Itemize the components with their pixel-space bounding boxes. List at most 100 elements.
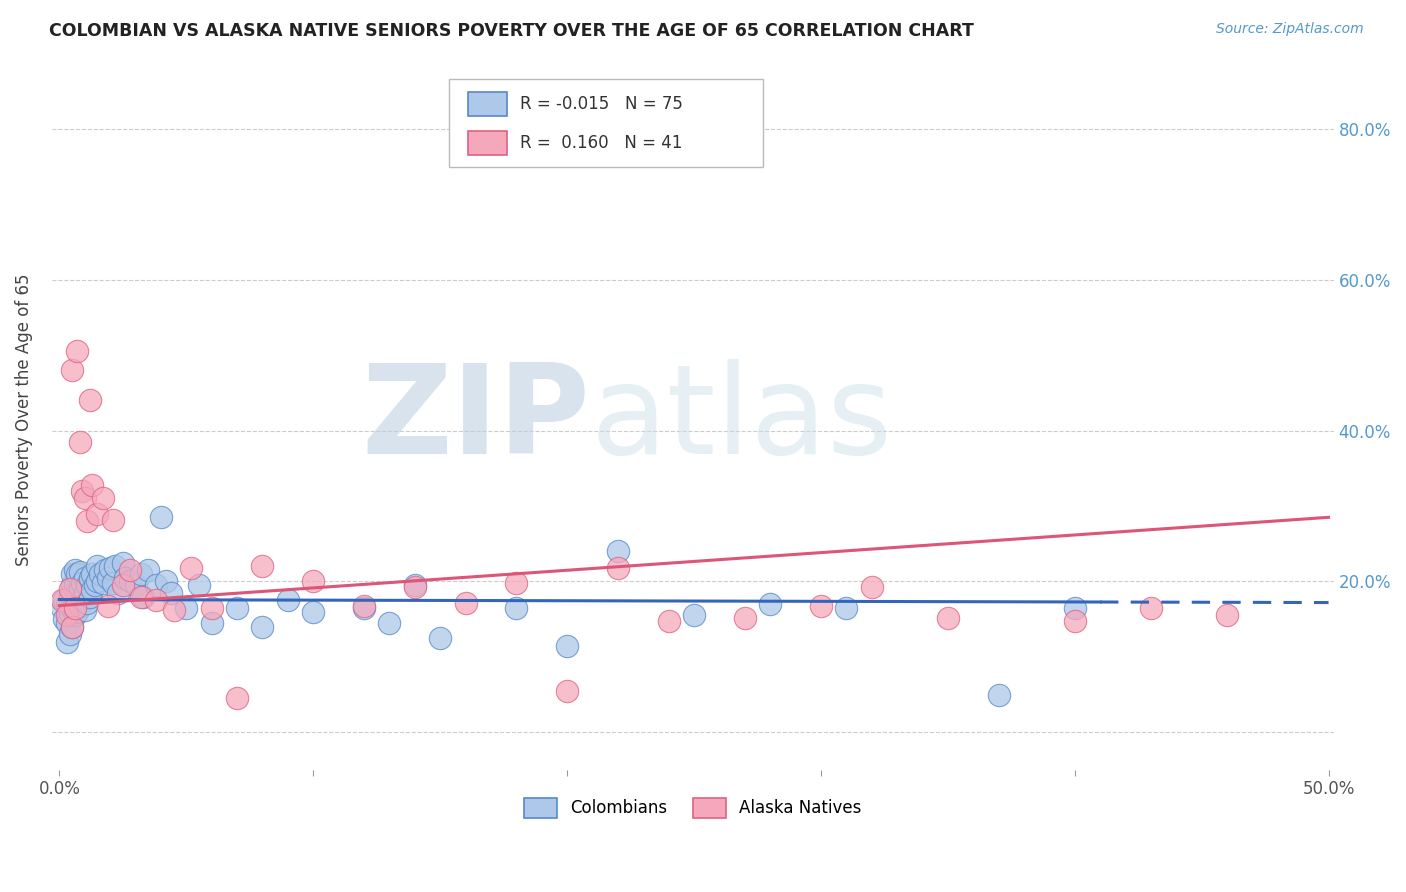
Point [353, 600, 375, 615]
Point [101, 576, 124, 591]
Point [79, 393, 101, 408]
Point [86, 559, 108, 574]
Point [73, 491, 96, 506]
Point [63, 600, 86, 615]
Point [810, 599, 832, 613]
Text: COLOMBIAN VS ALASKA NATIVE SENIORS POVERTY OVER THE AGE OF 65 CORRELATION CHART: COLOMBIAN VS ALASKA NATIVE SENIORS POVER… [49, 22, 974, 40]
Point [252, 559, 274, 574]
Point [70, 593, 93, 607]
Point [1140, 600, 1163, 615]
Point [79, 590, 101, 604]
Point [302, 574, 325, 589]
Text: atlas: atlas [591, 359, 893, 480]
Point [56, 615, 79, 630]
Point [73, 603, 96, 617]
Point [188, 578, 211, 592]
Point [107, 586, 129, 600]
Point [114, 571, 136, 585]
Point [60, 363, 83, 377]
Bar [468, 131, 506, 155]
Point [226, 691, 249, 706]
Point [69, 599, 91, 613]
Point [124, 578, 146, 592]
Point [79, 571, 101, 585]
Point [76, 578, 98, 592]
Point [226, 600, 249, 615]
Point [149, 510, 172, 524]
Point [66, 566, 89, 581]
Point [120, 563, 142, 577]
Point [66, 605, 89, 619]
Point [658, 614, 681, 628]
Point [63, 578, 86, 592]
Point [404, 581, 426, 595]
Point [404, 578, 426, 592]
Point [60, 620, 83, 634]
Text: R =  0.160   N = 41: R = 0.160 N = 41 [520, 134, 682, 152]
Point [66, 586, 89, 600]
Point [82, 566, 104, 581]
Point [1063, 600, 1085, 615]
Point [58, 582, 80, 596]
Point [160, 586, 183, 600]
Point [505, 576, 527, 591]
Point [69, 566, 91, 580]
Point [66, 344, 89, 359]
Point [60, 600, 83, 615]
Point [145, 578, 167, 592]
Point [94, 563, 117, 577]
Point [63, 593, 86, 607]
Point [89, 566, 111, 581]
Point [180, 561, 202, 575]
FancyBboxPatch shape [449, 79, 763, 167]
Point [82, 478, 104, 492]
Point [1216, 608, 1239, 623]
Point [70, 483, 93, 498]
Point [69, 434, 91, 449]
Point [606, 561, 628, 575]
Point [63, 608, 86, 623]
Point [734, 610, 756, 624]
Point [555, 683, 578, 698]
Point [53, 612, 76, 626]
Point [1063, 614, 1085, 628]
Point [120, 574, 142, 589]
Point [56, 608, 79, 623]
Point [835, 600, 858, 615]
Point [53, 593, 76, 607]
Point [98, 561, 121, 575]
Point [51, 593, 73, 607]
Point [76, 514, 98, 528]
Legend: Colombians, Alaska Natives: Colombians, Alaska Natives [517, 791, 869, 825]
Point [91, 576, 114, 591]
Point [936, 610, 959, 624]
Point [60, 620, 83, 634]
Point [174, 600, 197, 615]
Point [97, 571, 120, 585]
Point [104, 559, 127, 574]
Point [129, 590, 152, 604]
Point [145, 593, 167, 607]
Point [69, 582, 91, 596]
Point [51, 600, 73, 615]
Point [353, 599, 375, 613]
Point [56, 634, 79, 648]
Point [302, 605, 325, 619]
Point [86, 507, 108, 521]
Point [73, 586, 96, 600]
Point [60, 566, 83, 581]
Point [987, 688, 1010, 702]
Text: Source: ZipAtlas.com: Source: ZipAtlas.com [1216, 22, 1364, 37]
Point [56, 597, 79, 611]
Point [555, 639, 578, 653]
Point [277, 593, 299, 607]
Point [136, 563, 159, 577]
Point [505, 600, 527, 615]
Point [162, 603, 184, 617]
Text: R = -0.015   N = 75: R = -0.015 N = 75 [520, 95, 682, 113]
Point [201, 600, 224, 615]
Point [58, 627, 80, 641]
Bar [468, 93, 506, 116]
Point [70, 576, 93, 591]
Point [91, 491, 114, 506]
